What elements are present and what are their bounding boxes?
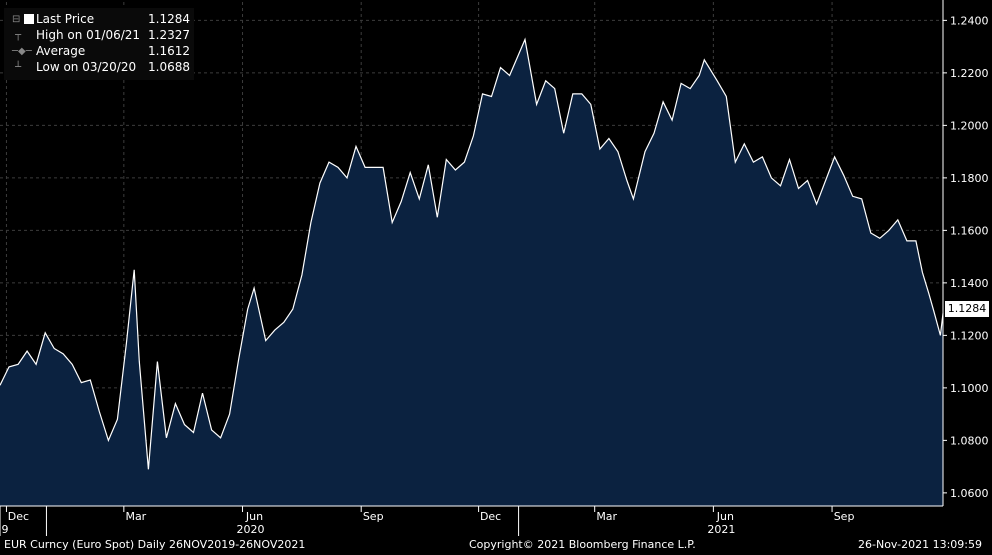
white-square-icon [24, 14, 34, 24]
legend-value: 1.2327 [148, 28, 190, 42]
y-tick-label: 1.1800 [950, 172, 989, 185]
last-price-tag: 1.1284 [945, 301, 989, 317]
y-tick-label: 1.1000 [950, 382, 989, 395]
chart-legend: ⊟ Last Price 1.1284 ┬ High on 01/06/21 1… [4, 8, 194, 80]
x-year-label: 2020 [237, 523, 265, 536]
y-tick-label: 1.1600 [950, 224, 989, 237]
low-marker-icon: ┴ [12, 62, 22, 73]
x-month-label: Jun [716, 510, 734, 523]
footer-copyright: Copyright© 2021 Bloomberg Finance L.P. [469, 538, 696, 551]
x-year-label: 2021 [707, 523, 735, 536]
legend-box-icon: ⊟ [12, 12, 34, 27]
price-area-fill [0, 39, 943, 506]
footer-timestamp: 26-Nov-2021 13:09:59 [858, 538, 983, 551]
legend-label: Low on 03/20/20 [36, 60, 137, 74]
y-tick-label: 1.1400 [950, 277, 989, 290]
x-month-label: Dec [480, 510, 501, 523]
legend-label: Last Price [36, 12, 95, 26]
legend-label: High on 01/06/21 [36, 28, 141, 42]
x-month-label: Jun [245, 510, 263, 523]
y-tick-label: 1.0600 [950, 487, 989, 500]
x-year-label: 2019 [0, 523, 8, 536]
legend-value: 1.1284 [148, 12, 190, 26]
x-month-label: Mar [596, 510, 617, 523]
y-tick-label: 1.0800 [950, 434, 989, 447]
x-month-label: Mar [125, 510, 146, 523]
y-tick-label: 1.2200 [950, 67, 989, 80]
legend-value: 1.0688 [148, 60, 190, 74]
y-tick-label: 1.2400 [950, 14, 989, 27]
average-marker-icon: ─◆─ [12, 46, 32, 57]
legend-label: Average [36, 44, 86, 58]
legend-value: 1.1612 [148, 44, 190, 58]
x-month-label: Sep [363, 510, 384, 523]
high-marker-icon: ┬ [12, 30, 22, 41]
y-tick-label: 1.1200 [950, 329, 989, 342]
x-month-label: Dec [8, 510, 29, 523]
x-month-label: Sep [834, 510, 855, 523]
price-line [0, 37, 944, 470]
y-tick-label: 1.2000 [950, 119, 989, 132]
footer-ticker: EUR Curncy (Euro Spot) Daily 26NOV2019-2… [4, 538, 306, 551]
